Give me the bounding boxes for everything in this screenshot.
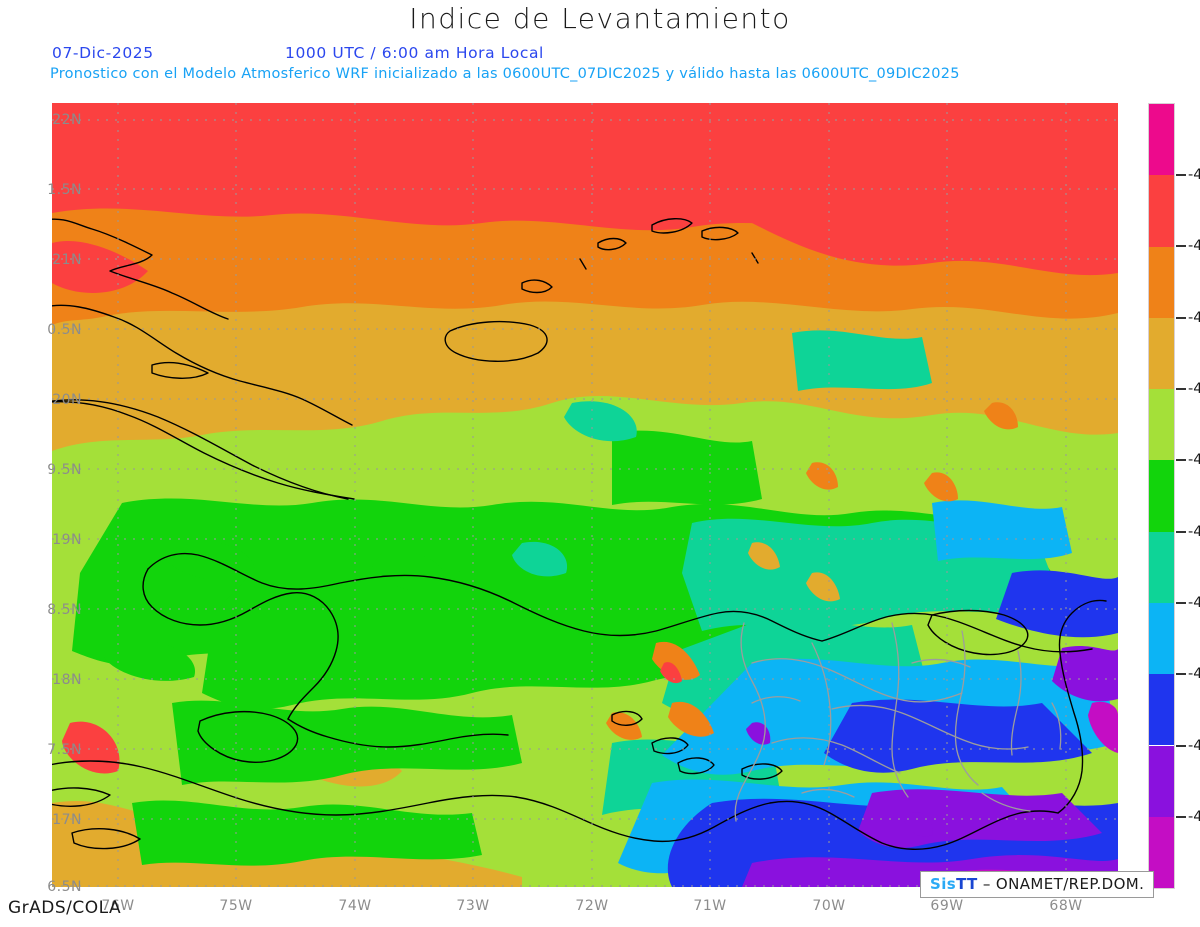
y-tick-label: 7.5N xyxy=(47,742,82,758)
y-tick-label: 22N xyxy=(52,112,82,128)
x-tick-label: 73W xyxy=(456,898,490,914)
onamet-watermark: SisTT – ONAMET/REP.DOM. xyxy=(920,871,1155,898)
y-tick-label: 19N xyxy=(52,532,82,548)
colorbar-band xyxy=(1149,104,1174,176)
x-tick-label: 72W xyxy=(575,898,609,914)
x-tick-label: 75W xyxy=(219,898,253,914)
watermark-agency-text: – ONAMET/REP.DOM. xyxy=(982,875,1145,893)
x-tick-label: 76W xyxy=(101,898,135,914)
y-tick-label: 21N xyxy=(52,252,82,268)
colorbar-band xyxy=(1149,389,1174,461)
watermark-tt-text: TT xyxy=(956,875,978,893)
colorbar-label: -43.5 xyxy=(1188,452,1200,468)
colorbar-label: -43.4 xyxy=(1188,381,1200,397)
colorbar-band xyxy=(1149,531,1174,603)
x-tick-label: 69W xyxy=(930,898,964,914)
colorbar-band xyxy=(1149,745,1174,817)
colorbar-band xyxy=(1149,317,1174,390)
colorbar-label: -43.4 xyxy=(1188,310,1200,326)
colorbar-label: -43.5 xyxy=(1188,524,1200,540)
x-tick-label: 68W xyxy=(1049,898,1083,914)
colorbar-label: -43.7 xyxy=(1188,738,1200,754)
colorbar-label: -43.7 xyxy=(1188,809,1200,825)
y-tick-label: 0.5N xyxy=(47,322,82,338)
map-plot-area xyxy=(52,103,1118,887)
colorbar-label: -43.6 xyxy=(1188,666,1200,682)
y-tick-label: 18N xyxy=(52,672,82,688)
colorbar-band xyxy=(1149,175,1174,247)
x-tick-label: 71W xyxy=(693,898,727,914)
colorbar-label: -43.3 xyxy=(1188,238,1200,254)
contour-field xyxy=(52,103,1118,887)
colorbar-band xyxy=(1149,674,1174,746)
y-tick-label: 1.5N xyxy=(47,182,82,198)
y-tick-label: 9.5N xyxy=(47,462,82,478)
colorbar-label: -43.3 xyxy=(1188,167,1200,183)
subtitle-row: 07-Dic-2025 1000 UTC / 6:00 am Hora Loca… xyxy=(0,44,1200,64)
y-tick-label: 20N xyxy=(52,392,82,408)
page-title: Indice de Levantamiento xyxy=(409,2,791,35)
model-description: Pronostico con el Modelo Atmosferico WRF… xyxy=(50,66,960,82)
colorbar xyxy=(1148,103,1175,889)
y-tick-label: 17N xyxy=(52,812,82,828)
x-tick-label: 70W xyxy=(812,898,846,914)
colorbar-band xyxy=(1149,602,1174,675)
grads-credit: GrADS/COLA xyxy=(8,898,122,918)
y-tick-label: 6.5N xyxy=(47,879,82,895)
forecast-date: 07-Dic-2025 xyxy=(52,44,154,62)
watermark-sis-text: Sis xyxy=(930,875,957,893)
coastline-overlay xyxy=(52,218,1107,850)
colorbar-band xyxy=(1149,460,1174,532)
x-tick-label: 74W xyxy=(338,898,372,914)
forecast-valid-time: 1000 UTC / 6:00 am Hora Local xyxy=(285,44,544,62)
colorbar-label: -43.6 xyxy=(1188,595,1200,611)
y-tick-label: 8.5N xyxy=(47,602,82,618)
colorbar-band xyxy=(1149,246,1174,318)
